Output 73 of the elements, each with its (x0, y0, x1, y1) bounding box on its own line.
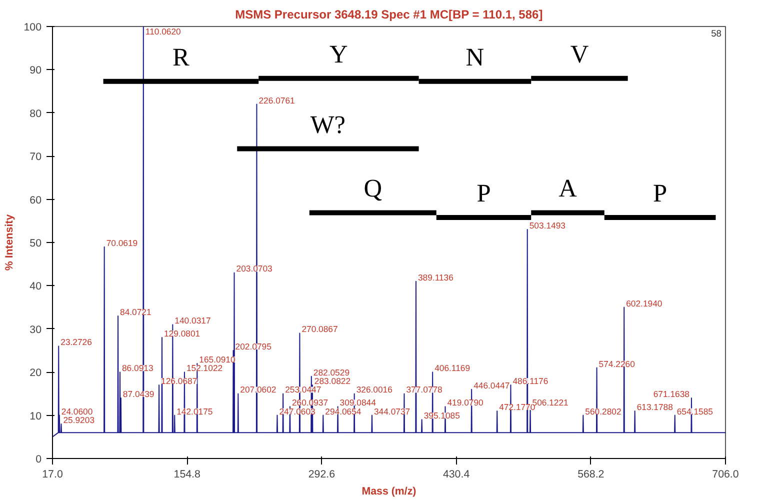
annotation: 282.0529 (313, 367, 350, 378)
y-tick-label: 90 (30, 64, 42, 77)
annotation: 389.1136 (418, 272, 454, 282)
annotation: 126.0687 (161, 376, 198, 386)
annotation: 140.0317 (174, 316, 211, 326)
series-label: P (476, 179, 491, 208)
annotation: 207.0602 (240, 384, 276, 395)
x-tick-label: 154.8 (174, 468, 201, 480)
annotation: 260.0937 (292, 398, 328, 408)
y-axis-title: % Intensity (4, 214, 16, 271)
annotation: 377.0778 (406, 384, 443, 395)
y-tick-label: 60 (30, 194, 42, 206)
annotation: 486.1176 (512, 376, 548, 386)
series-label: W? (310, 110, 346, 139)
annotation: 503.1493 (529, 220, 566, 231)
x-tick-label: 568.2 (578, 468, 604, 480)
annotation: 226.0761 (258, 95, 296, 106)
annotation: 110.0620 (145, 26, 182, 36)
annotation: 202.0795 (235, 342, 272, 352)
y-tick-label: 40 (30, 280, 42, 293)
annotation: 24.0600 (61, 406, 93, 416)
x-tick-label: 430.4 (442, 468, 470, 480)
series-label: P (653, 179, 668, 208)
annotation: 671.1638 (653, 389, 690, 400)
series-label: Y (330, 40, 348, 68)
x-tick-label: 292.6 (308, 468, 336, 480)
series-label: R (172, 43, 190, 72)
annotation: 613.1788 (636, 402, 674, 412)
annotation: 58 (711, 28, 722, 38)
annotation: 406.1169 (434, 363, 470, 374)
y-tick-label: 20 (30, 367, 42, 380)
annotation: 87.0439 (122, 389, 154, 400)
annotation: 294.0654 (325, 406, 362, 416)
y-tick-label: 10 (30, 410, 42, 422)
annotation: 344.0737 (374, 406, 410, 416)
series-label: A (558, 174, 578, 203)
x-tick-label: 17.0 (42, 468, 63, 480)
annotation: 506.1221 (532, 398, 569, 408)
y-tick-label: 0 (36, 454, 42, 466)
annotation: 326.0016 (356, 384, 393, 395)
annotation: 309.0844 (340, 398, 376, 408)
annotation: 560.2802 (585, 406, 622, 416)
chart-title: MSMS Precursor 3648.19 Spec #1 MC[BP = 110.1, 586] (235, 8, 543, 22)
annotation: 203.0703 (236, 264, 273, 274)
annotation: 165.0910 (199, 354, 236, 364)
annotation: 86.0913 (122, 363, 154, 374)
annotation: 395.1085 (424, 410, 460, 421)
annotation: 142.0175 (176, 406, 213, 416)
annotation: 574.2260 (598, 358, 636, 369)
series-label: N (466, 43, 484, 72)
x-tick-label: 706.0 (712, 468, 739, 480)
annotation: 654.1585 (676, 406, 714, 416)
annotation: 602.1940 (626, 298, 662, 308)
annotation: 70.0619 (106, 238, 138, 248)
annotation: 247.0603 (279, 406, 316, 416)
y-tick-label: 30 (30, 324, 42, 336)
annotation: 25.9203 (63, 414, 95, 425)
y-tick-label: 80 (30, 108, 42, 120)
annotation: 129.0801 (164, 328, 200, 339)
annotation: 283.0822 (314, 376, 351, 386)
y-tick-label: 100 (24, 22, 42, 34)
annotation: 84.0721 (120, 306, 152, 317)
annotation: 270.0867 (302, 324, 338, 334)
series-label: V (570, 40, 589, 68)
series-label: Q (364, 174, 382, 203)
y-tick-label: 50 (30, 238, 42, 250)
annotation: 446.0447 (474, 380, 510, 390)
x-axis-title: Mass (m/z) (362, 486, 417, 498)
y-tick-label: 70 (30, 151, 42, 164)
annotation: 253.0447 (285, 384, 322, 395)
annotation: 23.2726 (60, 337, 92, 348)
annotation: 419.0790 (447, 398, 484, 408)
annotation: 152.1022 (186, 363, 223, 374)
